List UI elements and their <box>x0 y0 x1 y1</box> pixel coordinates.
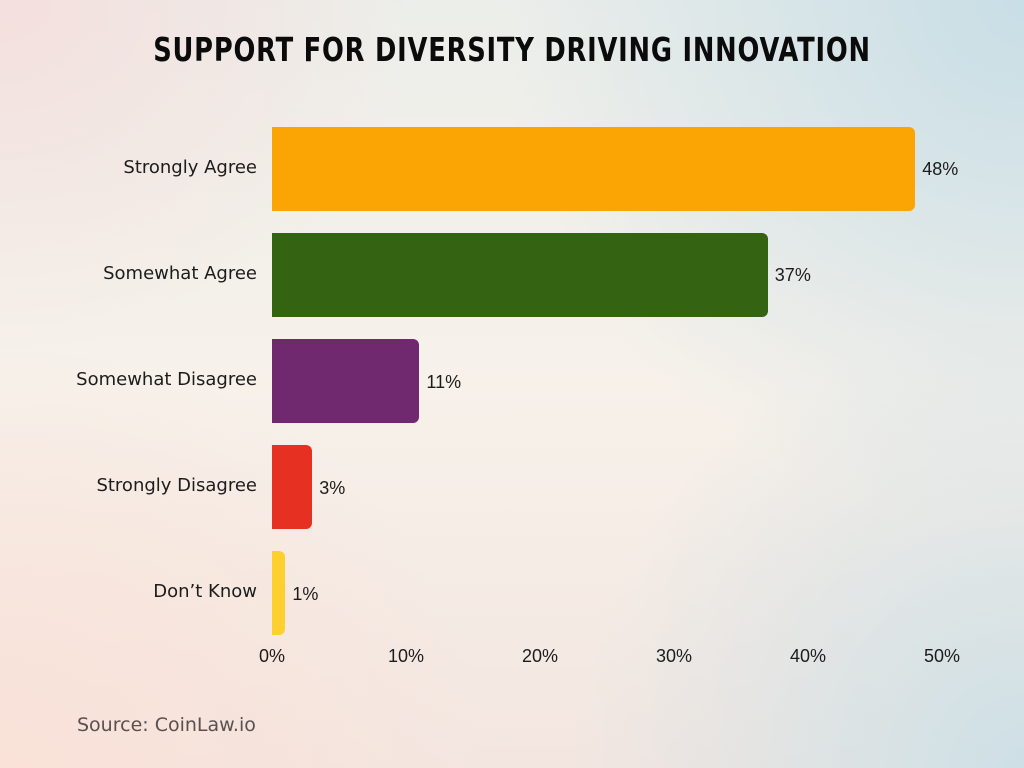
chart-title: Support for Diversity Driving Innovation <box>153 30 871 69</box>
bar-strongly-disagree <box>272 445 313 529</box>
value-label: 48% <box>922 159 959 179</box>
value-label: 3% <box>319 478 346 498</box>
value-label: 1% <box>292 584 319 604</box>
x-tick-label: 0% <box>258 646 286 666</box>
x-tick-label: 30% <box>655 646 693 666</box>
category-label: Strongly Disagree <box>96 475 257 496</box>
category-label: Strongly Agree <box>123 157 257 178</box>
value-label: 37% <box>774 265 811 285</box>
x-tick-label: 50% <box>923 646 961 666</box>
source-note: Source: CoinLaw.io <box>77 714 256 736</box>
bar-strongly-agree <box>272 127 916 211</box>
category-label: Somewhat Disagree <box>76 369 257 390</box>
x-tick-label: 40% <box>789 646 827 666</box>
bar-somewhat-agree <box>272 233 768 317</box>
x-tick-label: 20% <box>521 646 559 666</box>
category-label: Somewhat Agree <box>103 263 257 284</box>
value-label: 11% <box>426 372 462 392</box>
x-tick-label: 10% <box>387 646 425 666</box>
bar-dont-know <box>272 551 286 635</box>
category-label: Don’t Know <box>153 581 257 602</box>
bar-somewhat-disagree <box>272 339 420 423</box>
